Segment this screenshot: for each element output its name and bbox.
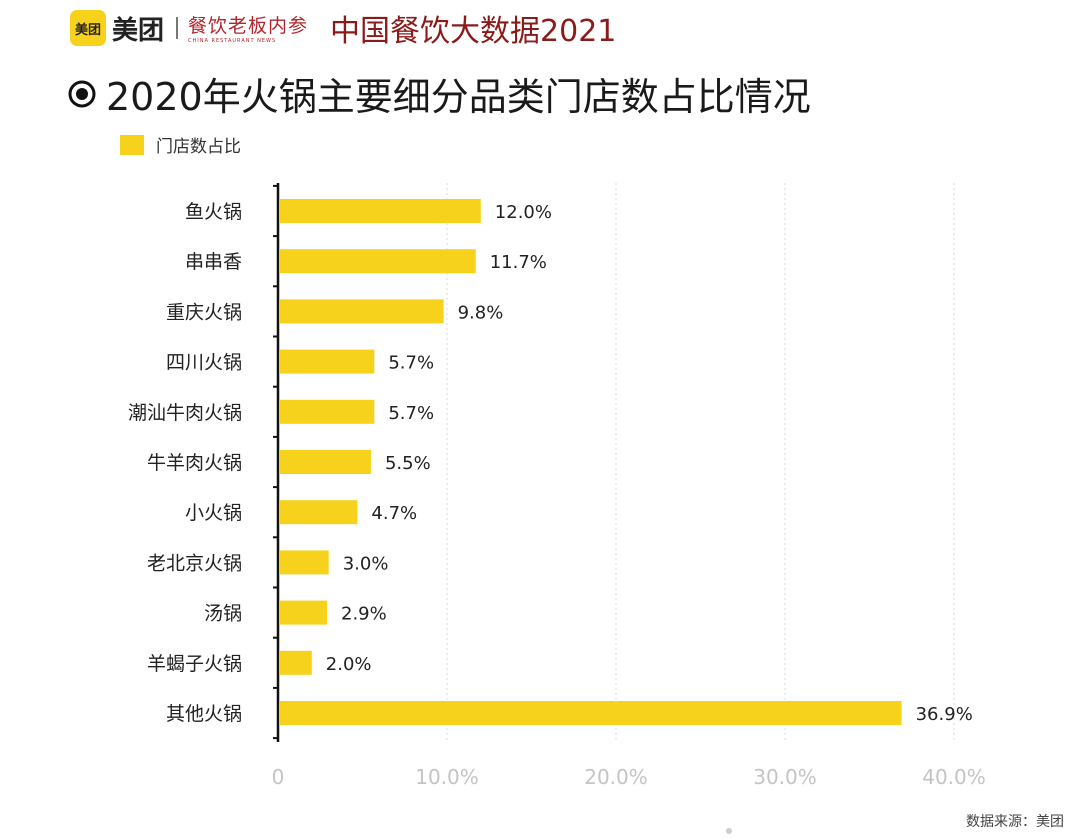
value-label: 2.0% — [326, 654, 372, 675]
brand-divider — [176, 17, 179, 39]
category-label: 四川火锅 — [166, 352, 242, 374]
category-label: 其他火锅 — [166, 703, 242, 725]
x-tick-label: 30.0% — [753, 765, 817, 789]
sub-brand-name: 餐饮老板内参 — [188, 14, 309, 37]
bar — [279, 500, 358, 525]
sub-brand: 餐饮老板内参 CHINA RESTAURANT NEWS — [188, 11, 309, 44]
value-label: 3.0% — [343, 553, 389, 574]
x-tick-label: 10.0% — [415, 765, 479, 789]
category-label: 羊蝎子火锅 — [147, 653, 242, 675]
bar — [279, 701, 902, 725]
bar — [279, 600, 328, 625]
category-label: 重庆火锅 — [166, 301, 242, 323]
meituan-logo: 美团 — [70, 10, 106, 46]
bar — [279, 349, 375, 374]
category-label: 牛羊肉火锅 — [147, 452, 242, 474]
chart-legend: 门店数占比 — [120, 132, 241, 157]
value-label: 36.9% — [916, 704, 973, 725]
value-label: 9.8% — [458, 302, 504, 323]
bar — [279, 249, 476, 274]
chart-title: 2020年火锅主要细分品类门店数占比情况 — [106, 75, 811, 119]
value-label: 4.7% — [371, 503, 417, 524]
bar — [279, 399, 375, 424]
bar — [279, 199, 481, 223]
bar — [279, 299, 444, 324]
legend-swatch — [120, 134, 144, 155]
bar — [279, 550, 329, 575]
category-label: 汤锅 — [204, 603, 242, 625]
sub-brand-tagline: CHINA RESTAURANT NEWS — [188, 37, 277, 44]
category-label: 鱼火锅 — [185, 201, 242, 223]
category-label: 潮汕牛肉火锅 — [128, 402, 242, 424]
report-title: 中国餐饮大数据2021 — [330, 14, 617, 49]
legend-label: 门店数占比 — [156, 137, 241, 157]
x-tick-label: 40.0% — [922, 765, 986, 789]
bar — [279, 450, 371, 474]
value-label: 5.5% — [385, 453, 431, 474]
target-icon — [68, 80, 96, 107]
bar — [279, 650, 312, 675]
category-label: 老北京火锅 — [147, 552, 242, 574]
data-source: 数据来源：美团 — [966, 814, 1064, 830]
value-label: 11.7% — [490, 252, 547, 273]
category-label: 串串香 — [185, 251, 242, 273]
value-label: 12.0% — [495, 202, 552, 223]
value-label: 5.7% — [388, 353, 434, 374]
value-label: 5.7% — [388, 403, 434, 424]
x-tick-label: 20.0% — [584, 765, 648, 789]
decorative-dot — [726, 828, 732, 834]
chart-heading: 2020年火锅主要细分品类门店数占比情况 — [68, 66, 811, 121]
category-label: 小火锅 — [185, 502, 242, 524]
brand-header: 美团 美团 餐饮老板内参 CHINA RESTAURANT NEWS 中国餐饮大… — [70, 8, 617, 49]
value-label: 2.9% — [341, 604, 387, 625]
brand-name: 美团 — [112, 15, 165, 46]
x-tick-label: 0 — [272, 765, 285, 789]
